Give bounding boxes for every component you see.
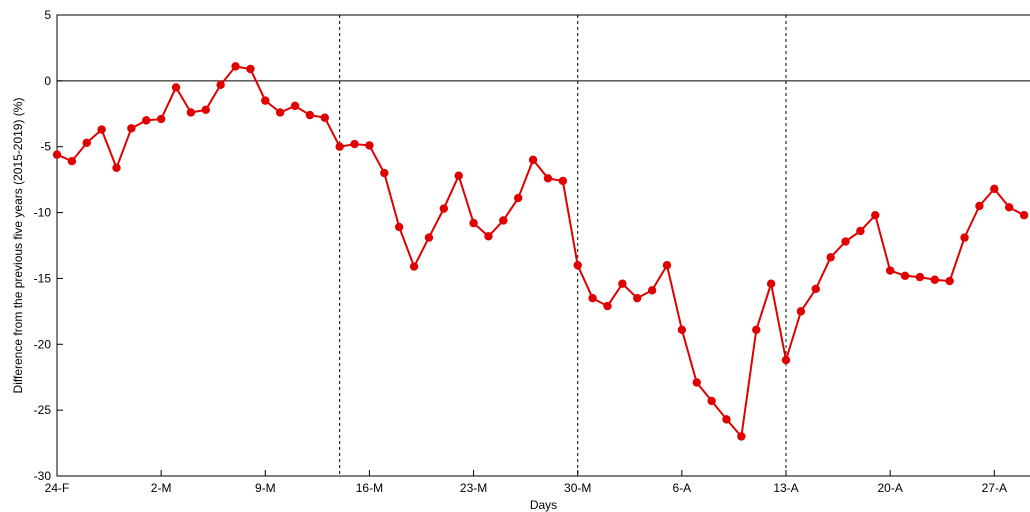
- data-point: [201, 105, 210, 115]
- y-tick-label: -20: [34, 337, 52, 351]
- data-point: [216, 80, 225, 90]
- data-point: [261, 96, 270, 105]
- y-tick-label: 5: [44, 8, 51, 22]
- x-axis-ticks: 24-F 2-M 9-M 16-M 23-M 30-M 6-A 13-A 20-A 27-A: [45, 470, 1007, 495]
- y-tick-label: -15: [34, 271, 52, 285]
- data-point: [796, 307, 806, 316]
- vertical-reference-lines: [339, 15, 787, 476]
- data-point: [603, 301, 612, 311]
- data-point: [394, 222, 404, 232]
- x-tick-label: 6-A: [673, 481, 692, 495]
- data-point: [127, 124, 136, 133]
- x-tick-label: 2-M: [151, 481, 172, 495]
- data-point: [885, 266, 895, 275]
- x-tick-label: 16-M: [356, 481, 383, 495]
- y-tick-label: 0: [44, 74, 51, 88]
- x-axis-label: Days: [530, 498, 557, 512]
- data-point: [930, 275, 939, 284]
- data-point: [662, 261, 672, 270]
- data-point: [469, 218, 478, 228]
- data-point: [171, 83, 181, 92]
- data-point: [186, 108, 196, 117]
- data-point: [350, 139, 359, 149]
- data-point: [231, 62, 240, 71]
- data-point: [945, 276, 954, 286]
- data-point: [1004, 203, 1014, 212]
- data-point: [841, 237, 850, 246]
- x-tick-label: 23-M: [460, 481, 487, 495]
- data-point: [915, 272, 925, 282]
- data-point: [499, 216, 508, 225]
- data-point: [156, 114, 166, 124]
- data-point: [484, 232, 493, 241]
- x-tick-label: 13-A: [773, 481, 798, 495]
- data-point: [335, 142, 344, 151]
- data-point: [856, 226, 865, 236]
- data-point: [52, 150, 62, 159]
- data-point: [633, 293, 642, 303]
- data-point: [305, 110, 315, 120]
- series-line: [56, 65, 1025, 439]
- data-point: [1019, 211, 1029, 220]
- data-point: [82, 138, 91, 147]
- y-tick-label: -5: [40, 140, 51, 154]
- data-point: [558, 176, 568, 186]
- data-point: [543, 174, 553, 183]
- y-axis-label: Difference from the previous five years …: [11, 98, 25, 394]
- series-points: [52, 62, 1029, 441]
- data-point: [439, 204, 449, 213]
- data-point: [781, 355, 791, 365]
- data-point: [647, 286, 657, 295]
- data-point: [454, 171, 463, 180]
- data-point: [871, 211, 880, 220]
- data-point: [960, 233, 969, 242]
- data-point: [766, 279, 776, 288]
- data-point: [975, 201, 984, 211]
- data-point: [707, 396, 716, 406]
- data-point: [677, 325, 687, 334]
- y-tick-label: -10: [34, 206, 52, 220]
- x-tick-label: 27-A: [982, 481, 1007, 495]
- data-point: [409, 262, 419, 271]
- data-point: [320, 113, 329, 122]
- data-point: [722, 415, 731, 424]
- data-point: [112, 163, 121, 172]
- data-point: [573, 261, 582, 270]
- data-point: [97, 125, 106, 134]
- data-point: [275, 108, 285, 117]
- y-axis-ticks: 5 0 -5 -10 -15 -20 -25 -30: [34, 8, 63, 483]
- y-tick-label: -25: [34, 403, 52, 417]
- x-tick-label: 24-F: [45, 481, 70, 495]
- data-point: [290, 101, 300, 111]
- y-tick-label: -30: [34, 469, 52, 483]
- data-point: [692, 378, 701, 387]
- data-point: [588, 293, 597, 303]
- data-point: [528, 155, 538, 165]
- data-point: [752, 325, 761, 334]
- data-point: [514, 193, 523, 203]
- data-point: [737, 432, 746, 441]
- data-point: [142, 116, 151, 125]
- data-point: [900, 271, 910, 280]
- data-point: [246, 64, 255, 74]
- data-point: [990, 184, 999, 194]
- data-point: [380, 168, 389, 178]
- data-point: [811, 284, 820, 294]
- data-point: [618, 279, 627, 288]
- data-point: [424, 233, 434, 242]
- x-tick-label: 30-M: [564, 481, 591, 495]
- data-point: [365, 141, 374, 150]
- x-tick-label: 20-A: [877, 481, 902, 495]
- data-point: [826, 253, 835, 262]
- data-point: [67, 157, 77, 166]
- x-tick-label: 9-M: [255, 481, 276, 495]
- plot-frame: [56, 14, 1030, 477]
